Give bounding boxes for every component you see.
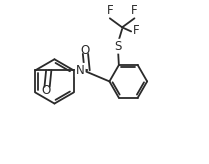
Text: F: F bbox=[133, 24, 139, 37]
Text: O: O bbox=[42, 84, 51, 97]
Text: F: F bbox=[131, 4, 138, 17]
Text: O: O bbox=[80, 44, 89, 57]
Text: S: S bbox=[114, 40, 122, 53]
Text: F: F bbox=[107, 4, 113, 17]
Text: N: N bbox=[76, 64, 85, 77]
